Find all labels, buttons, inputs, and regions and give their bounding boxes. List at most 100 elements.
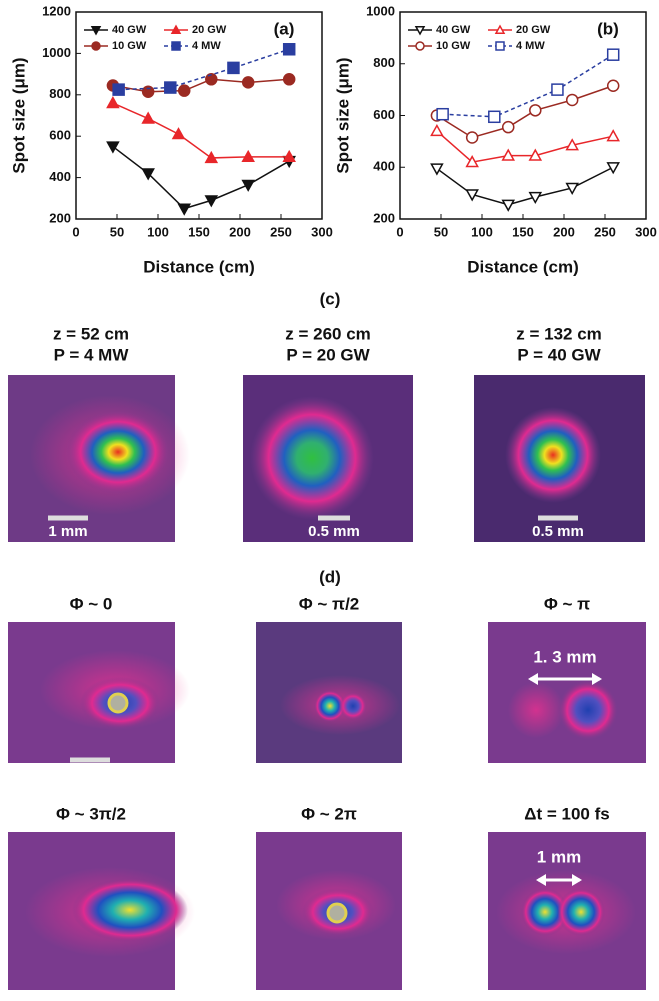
marker <box>437 109 448 120</box>
image-title: z = 260 cm <box>285 324 371 343</box>
x-tick-label: 200 <box>229 224 251 239</box>
y-tick-label: 200 <box>373 210 395 225</box>
marker <box>503 122 514 133</box>
panel-label: (a) <box>274 19 295 38</box>
series-line <box>437 131 613 162</box>
y-tick-label: 400 <box>373 159 395 174</box>
image-title: Φ ~ π/2 <box>299 594 360 613</box>
y-tick-label: 600 <box>49 128 71 143</box>
y-tick-label: 1000 <box>366 3 395 18</box>
scale-label: 1 mm <box>48 523 87 540</box>
marker <box>243 180 254 190</box>
x-tick-label: 150 <box>512 224 534 239</box>
image-title: P = 20 GW <box>286 345 370 364</box>
image-title: P = 4 MW <box>54 345 130 364</box>
x-axis-title: Distance (cm) <box>143 257 254 276</box>
marker <box>608 163 619 173</box>
series-line <box>113 147 289 209</box>
marker <box>489 111 500 122</box>
y-tick-label: 1200 <box>42 3 71 18</box>
series-line <box>113 103 289 158</box>
marker <box>143 113 154 123</box>
legend-label: 4 MW <box>192 40 221 52</box>
legend-label: 20 GW <box>192 24 227 36</box>
y-tick-label: 200 <box>49 210 71 225</box>
x-tick-label: 150 <box>188 224 210 239</box>
marker <box>172 42 180 50</box>
x-tick-label: 50 <box>434 224 448 239</box>
panel-label: (b) <box>597 19 619 38</box>
y-tick-label: 1000 <box>42 45 71 60</box>
y-tick-label: 800 <box>49 86 71 101</box>
marker <box>113 84 124 95</box>
series-line <box>119 49 290 89</box>
x-tick-label: 300 <box>635 224 657 239</box>
x-tick-label: 250 <box>270 224 292 239</box>
legend-label: 20 GW <box>516 24 551 36</box>
scale-label: 0.5 mm <box>532 523 584 540</box>
marker <box>608 131 619 141</box>
legend-label: 10 GW <box>112 40 147 52</box>
marker <box>496 42 504 50</box>
marker <box>416 42 424 50</box>
marker <box>608 80 619 91</box>
marker <box>284 74 295 85</box>
marker <box>467 132 478 143</box>
beam-images <box>8 375 646 990</box>
scale-label: 1. 3 mm <box>533 647 596 666</box>
series-line <box>437 167 613 205</box>
image-title: Φ ~ 2π <box>301 804 357 823</box>
marker <box>530 105 541 116</box>
panel-label: (d) <box>319 567 341 586</box>
image-title: Φ ~ π <box>544 594 590 613</box>
marker <box>416 27 424 34</box>
scale-label: 0.5 mm <box>308 523 360 540</box>
legend-label: 40 GW <box>112 24 147 36</box>
series-line <box>443 55 614 117</box>
y-axis-title: Spot size (μm) <box>333 57 352 173</box>
scale-label: 1 mm <box>70 767 109 784</box>
y-axis-title: Spot size (μm) <box>9 57 28 173</box>
marker <box>107 98 118 108</box>
y-tick-label: 800 <box>373 55 395 70</box>
x-tick-label: 50 <box>110 224 124 239</box>
x-axis-title: Distance (cm) <box>467 257 578 276</box>
legend-label: 4 MW <box>516 40 545 52</box>
marker <box>284 44 295 55</box>
legend-label: 40 GW <box>436 24 471 36</box>
x-tick-label: 200 <box>553 224 575 239</box>
image-title: Φ ~ 0 <box>70 594 113 613</box>
scale-label: 1 mm <box>537 847 581 866</box>
marker <box>165 82 176 93</box>
marker <box>243 77 254 88</box>
marker <box>179 204 190 214</box>
marker <box>179 85 190 96</box>
marker <box>608 49 619 60</box>
y-tick-label: 400 <box>49 169 71 184</box>
image-title: P = 40 GW <box>517 345 601 364</box>
legend-label: 10 GW <box>436 40 471 52</box>
marker <box>503 200 514 210</box>
marker <box>173 129 184 139</box>
marker <box>431 164 442 174</box>
x-tick-label: 100 <box>471 224 493 239</box>
series-line <box>437 86 613 138</box>
marker <box>431 126 442 136</box>
marker <box>92 27 100 34</box>
marker <box>172 26 180 33</box>
marker <box>496 26 504 33</box>
x-tick-label: 100 <box>147 224 169 239</box>
marker <box>107 142 118 152</box>
series-line <box>113 79 289 91</box>
image-title: Δt = 100 fs <box>524 804 609 823</box>
marker <box>228 62 239 73</box>
x-tick-label: 0 <box>72 224 79 239</box>
image-title: z = 132 cm <box>516 324 602 343</box>
image-title: z = 52 cm <box>53 324 129 343</box>
marker <box>567 94 578 105</box>
x-tick-label: 250 <box>594 224 616 239</box>
x-tick-label: 0 <box>396 224 403 239</box>
image-title: Φ ~ 3π/2 <box>56 804 126 823</box>
figure: 05010015020025030020040060080010001200Di… <box>0 0 659 1001</box>
